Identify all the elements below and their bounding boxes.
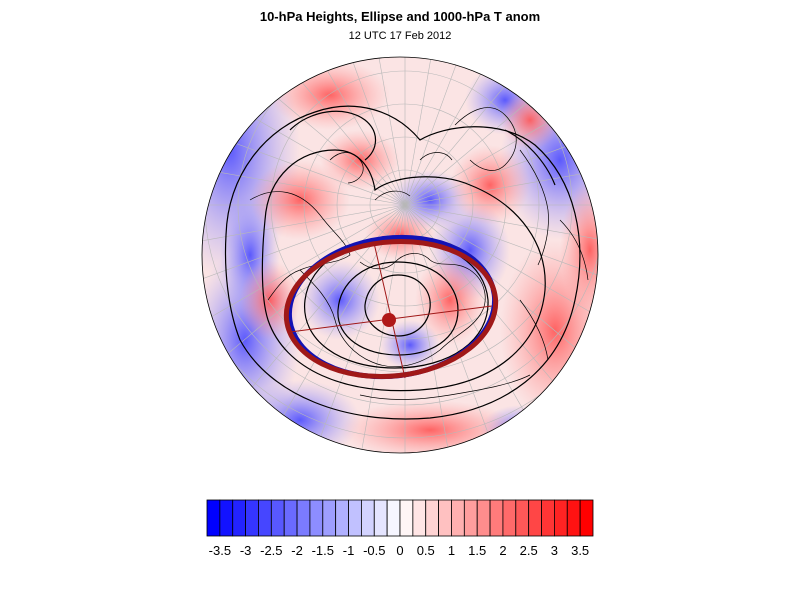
colorbar-box: [245, 499, 259, 537]
colorbar-box: [386, 499, 401, 537]
longitude-line: [335, 57, 406, 206]
coastline: [329, 152, 364, 184]
longitude-line: [404, 204, 598, 406]
colorbar-box: [541, 499, 555, 537]
colorbar-box: [335, 499, 349, 537]
anomaly-patch: [415, 255, 485, 345]
height-contour: [504, 129, 556, 186]
colorbar-box: [579, 499, 594, 537]
colorbar-boxes: [206, 499, 594, 537]
ellipse-minor-axis: [373, 242, 406, 379]
colorbar-box: [206, 499, 221, 537]
colorbar-box: [322, 499, 337, 537]
colorbar-box: [270, 499, 285, 537]
colorbar-box: [412, 499, 427, 537]
coastline: [249, 191, 351, 301]
longitude-line: [404, 204, 598, 453]
longitude-line: [202, 204, 406, 343]
height-contour: [224, 105, 581, 420]
colorbar-box: [283, 499, 298, 537]
longitude-line: [335, 204, 406, 453]
height-contour: [289, 110, 377, 161]
coastline: [299, 269, 441, 368]
colorbar-tick-label: 3.5: [571, 543, 589, 558]
longitude-line: [404, 57, 543, 206]
map-subtitle: 12 UTC 17 Feb 2012: [348, 30, 452, 42]
colorbar-tick-label: 1: [448, 543, 455, 558]
colorbar-box: [554, 499, 568, 537]
colorbar-box: [463, 499, 478, 537]
height-contour: [364, 274, 431, 337]
colorbar-box: [399, 499, 414, 537]
colorbar-box: [502, 499, 517, 537]
colorbar-box: [219, 499, 234, 537]
longitude-line: [267, 57, 406, 206]
colorbar-box: [425, 499, 440, 537]
colorbar-box: [566, 499, 581, 537]
height-contour: [261, 149, 546, 392]
colorbar-tick-label: 1.5: [468, 543, 486, 558]
colorbar-box: [258, 499, 272, 537]
colorbar-box: [528, 499, 542, 537]
longitude-line: [404, 204, 475, 453]
longitude-line: [404, 57, 598, 206]
globe-outline: [201, 56, 599, 454]
colorbar-tick-label: -3: [240, 543, 252, 558]
colorbar-box: [373, 499, 388, 537]
colorbar-tick-label: 3: [551, 543, 558, 558]
longitude-line: [404, 204, 598, 275]
colorbar-tick-label: -2.5: [260, 543, 282, 558]
coastline: [559, 219, 589, 281]
longitude-line: [202, 204, 406, 275]
colorbar-tick-label: -2: [291, 543, 303, 558]
colorbar-box: [515, 499, 530, 537]
longitude-line: [267, 204, 406, 453]
colorbar-labels: -3.5 -3 -2.5 -2 -1.5 -1 -0.5 0 0.5 1 1.5 2 2.5 3 3.5: [209, 543, 590, 558]
longitude-line: [404, 57, 475, 206]
coastline: [419, 152, 453, 161]
longitude-line: [404, 204, 598, 343]
colorbar-tick-label: -3.5: [209, 543, 231, 558]
coastline: [519, 149, 549, 266]
colorbar-tick-label: -1: [343, 543, 355, 558]
colorbar-tick-label: 2.5: [520, 543, 538, 558]
colorbar-tick-label: 0.5: [417, 543, 435, 558]
coastlines: [249, 107, 589, 400]
colorbar-box: [348, 499, 362, 537]
coastline: [429, 259, 486, 351]
longitude-line: [202, 204, 406, 453]
colorbar-tick-label: -0.5: [363, 543, 385, 558]
longitude-line: [204, 204, 406, 453]
vortex-centroid: [382, 313, 396, 327]
colorbar-box: [309, 499, 324, 537]
colorbar-box: [438, 499, 452, 537]
colorbar-box: [360, 499, 375, 537]
colorbar-tick-label: 0: [396, 543, 403, 558]
longitude-line: [404, 204, 598, 453]
longitude-line: [202, 204, 406, 406]
ellipse-red: [283, 238, 499, 380]
colorbar-box: [451, 499, 465, 537]
longitude-line: [404, 135, 598, 206]
colorbar-box: [489, 499, 504, 537]
colorbar-box: [476, 499, 491, 537]
colorbar-tick-label: 2: [499, 543, 506, 558]
coastline: [519, 299, 549, 361]
coastline: [374, 190, 411, 201]
longitude-line: [204, 57, 406, 206]
colorbar-box: [296, 499, 311, 537]
longitude-line: [202, 57, 406, 206]
colorbar-box: [232, 499, 247, 537]
anomaly-patch: [250, 160, 350, 240]
map-title: 10-hPa Heights, Ellipse and 1000-hPa T a…: [259, 9, 541, 24]
colorbar-tick-label: -1.5: [312, 543, 334, 558]
longitude-line: [404, 57, 598, 206]
vortex-ellipses: [283, 234, 499, 380]
coastline: [359, 374, 531, 400]
